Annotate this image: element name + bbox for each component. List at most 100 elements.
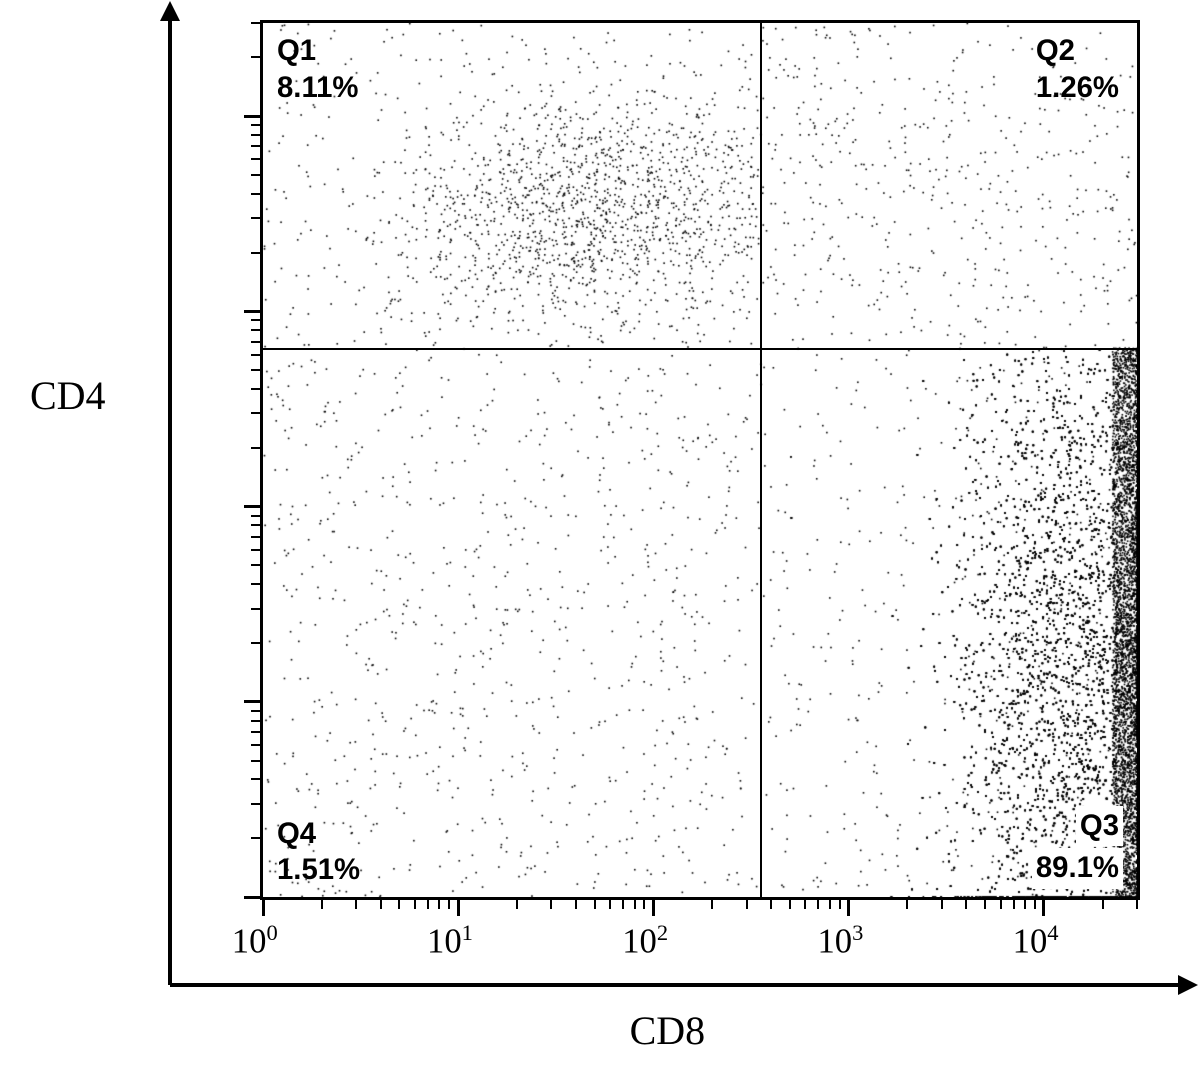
x-tick-minor bbox=[634, 900, 636, 909]
y-tick-minor bbox=[251, 536, 260, 538]
x-tick-label: 100 bbox=[232, 920, 278, 962]
y-tick-minor bbox=[251, 319, 260, 321]
quadrant-gate-vertical bbox=[760, 23, 762, 897]
y-axis-label: CD4 bbox=[30, 372, 106, 419]
x-tick-minor bbox=[1024, 900, 1026, 909]
y-tick-minor bbox=[251, 549, 260, 551]
y-tick-minor bbox=[251, 388, 260, 390]
x-tick-minor bbox=[355, 900, 357, 909]
x-tick-minor bbox=[622, 900, 624, 909]
y-tick-major bbox=[244, 505, 260, 508]
x-tick-minor bbox=[575, 900, 577, 909]
x-tick-minor bbox=[965, 900, 967, 909]
y-tick-minor bbox=[251, 608, 260, 610]
x-tick-minor bbox=[550, 900, 552, 909]
x-tick-minor bbox=[321, 900, 323, 909]
y-axis-arrow-line bbox=[168, 12, 172, 985]
scatter-canvas bbox=[263, 23, 1137, 897]
x-tick-minor bbox=[804, 900, 806, 909]
y-tick-minor bbox=[251, 252, 260, 254]
y-tick-minor bbox=[251, 22, 260, 24]
y-axis-arrowhead bbox=[160, 1, 180, 21]
y-tick-minor bbox=[251, 158, 260, 160]
y-tick-minor bbox=[251, 778, 260, 780]
quadrant-label-q2: Q2 1.26% bbox=[1036, 33, 1119, 106]
x-tick-major bbox=[262, 900, 265, 916]
y-tick-major bbox=[244, 310, 260, 313]
quadrant-label-q3-name: Q3 bbox=[1076, 806, 1123, 847]
y-tick-minor bbox=[251, 760, 260, 762]
y-tick-minor bbox=[251, 124, 260, 126]
x-tick-major bbox=[847, 900, 850, 916]
x-tick-major bbox=[652, 900, 655, 916]
quadrant-label-q3-pct: 89.1% bbox=[1032, 848, 1123, 889]
x-tick-minor bbox=[1136, 900, 1138, 909]
flow-cytometry-figure: CD4 CD8 Q1 8.11% Q2 1.26% Q3 89.1% Q4 1.… bbox=[0, 0, 1199, 1079]
y-tick-minor bbox=[251, 447, 260, 449]
x-tick-minor bbox=[438, 900, 440, 909]
y-tick-minor bbox=[251, 720, 260, 722]
y-tick-minor bbox=[251, 837, 260, 839]
quadrant-label-q4: Q4 1.51% bbox=[277, 816, 360, 889]
x-tick-minor bbox=[746, 900, 748, 909]
y-tick-minor bbox=[251, 174, 260, 176]
y-tick-minor bbox=[251, 145, 260, 147]
q3-percent: 89.1% bbox=[1036, 851, 1119, 884]
y-tick-minor bbox=[251, 564, 260, 566]
x-tick-minor bbox=[1013, 900, 1015, 909]
x-tick-minor bbox=[609, 900, 611, 909]
q2-name: Q2 bbox=[1036, 33, 1119, 70]
x-tick-minor bbox=[829, 900, 831, 909]
x-tick-minor bbox=[941, 900, 943, 909]
y-tick-minor bbox=[251, 642, 260, 644]
y-tick-minor bbox=[251, 354, 260, 356]
y-tick-minor bbox=[251, 731, 260, 733]
x-tick-minor bbox=[594, 900, 596, 909]
q2-percent: 1.26% bbox=[1036, 70, 1119, 107]
x-tick-label: 102 bbox=[622, 920, 668, 962]
x-tick-minor bbox=[839, 900, 841, 909]
x-tick-minor bbox=[770, 900, 772, 909]
y-tick-minor bbox=[251, 329, 260, 331]
y-tick-major bbox=[244, 896, 260, 899]
x-tick-minor bbox=[643, 900, 645, 909]
x-tick-minor bbox=[1000, 900, 1002, 909]
x-tick-minor bbox=[380, 900, 382, 909]
x-tick-major bbox=[457, 900, 460, 916]
y-tick-major bbox=[244, 700, 260, 703]
x-tick-minor bbox=[448, 900, 450, 909]
q1-name: Q1 bbox=[277, 33, 359, 70]
y-tick-minor bbox=[251, 515, 260, 517]
y-tick-minor bbox=[251, 369, 260, 371]
y-tick-minor bbox=[251, 341, 260, 343]
plot-frame: Q1 8.11% Q2 1.26% Q3 89.1% Q4 1.51% bbox=[260, 20, 1140, 900]
x-tick-minor bbox=[1034, 900, 1036, 909]
quadrant-label-q1: Q1 8.11% bbox=[277, 33, 359, 106]
y-tick-minor bbox=[251, 56, 260, 58]
x-tick-minor bbox=[398, 900, 400, 909]
y-tick-minor bbox=[251, 744, 260, 746]
x-tick-major bbox=[1042, 900, 1045, 916]
y-tick-minor bbox=[251, 710, 260, 712]
y-tick-minor bbox=[251, 134, 260, 136]
x-tick-minor bbox=[414, 900, 416, 909]
x-axis-label: CD8 bbox=[630, 1007, 706, 1054]
x-tick-label: 101 bbox=[427, 920, 473, 962]
quadrant-gate-horizontal bbox=[263, 348, 1137, 350]
x-tick-minor bbox=[516, 900, 518, 909]
x-tick-label: 103 bbox=[817, 920, 863, 962]
x-axis-arrowhead bbox=[1178, 975, 1198, 995]
x-tick-label: 104 bbox=[1013, 920, 1059, 962]
x-tick-minor bbox=[817, 900, 819, 909]
q4-percent: 1.51% bbox=[277, 852, 360, 889]
y-tick-minor bbox=[251, 583, 260, 585]
y-tick-minor bbox=[251, 803, 260, 805]
x-tick-minor bbox=[789, 900, 791, 909]
y-tick-minor bbox=[251, 524, 260, 526]
x-tick-minor bbox=[711, 900, 713, 909]
q4-name: Q4 bbox=[277, 816, 360, 853]
x-tick-minor bbox=[1102, 900, 1104, 909]
x-tick-minor bbox=[427, 900, 429, 909]
y-tick-minor bbox=[251, 412, 260, 414]
x-tick-minor bbox=[984, 900, 986, 909]
